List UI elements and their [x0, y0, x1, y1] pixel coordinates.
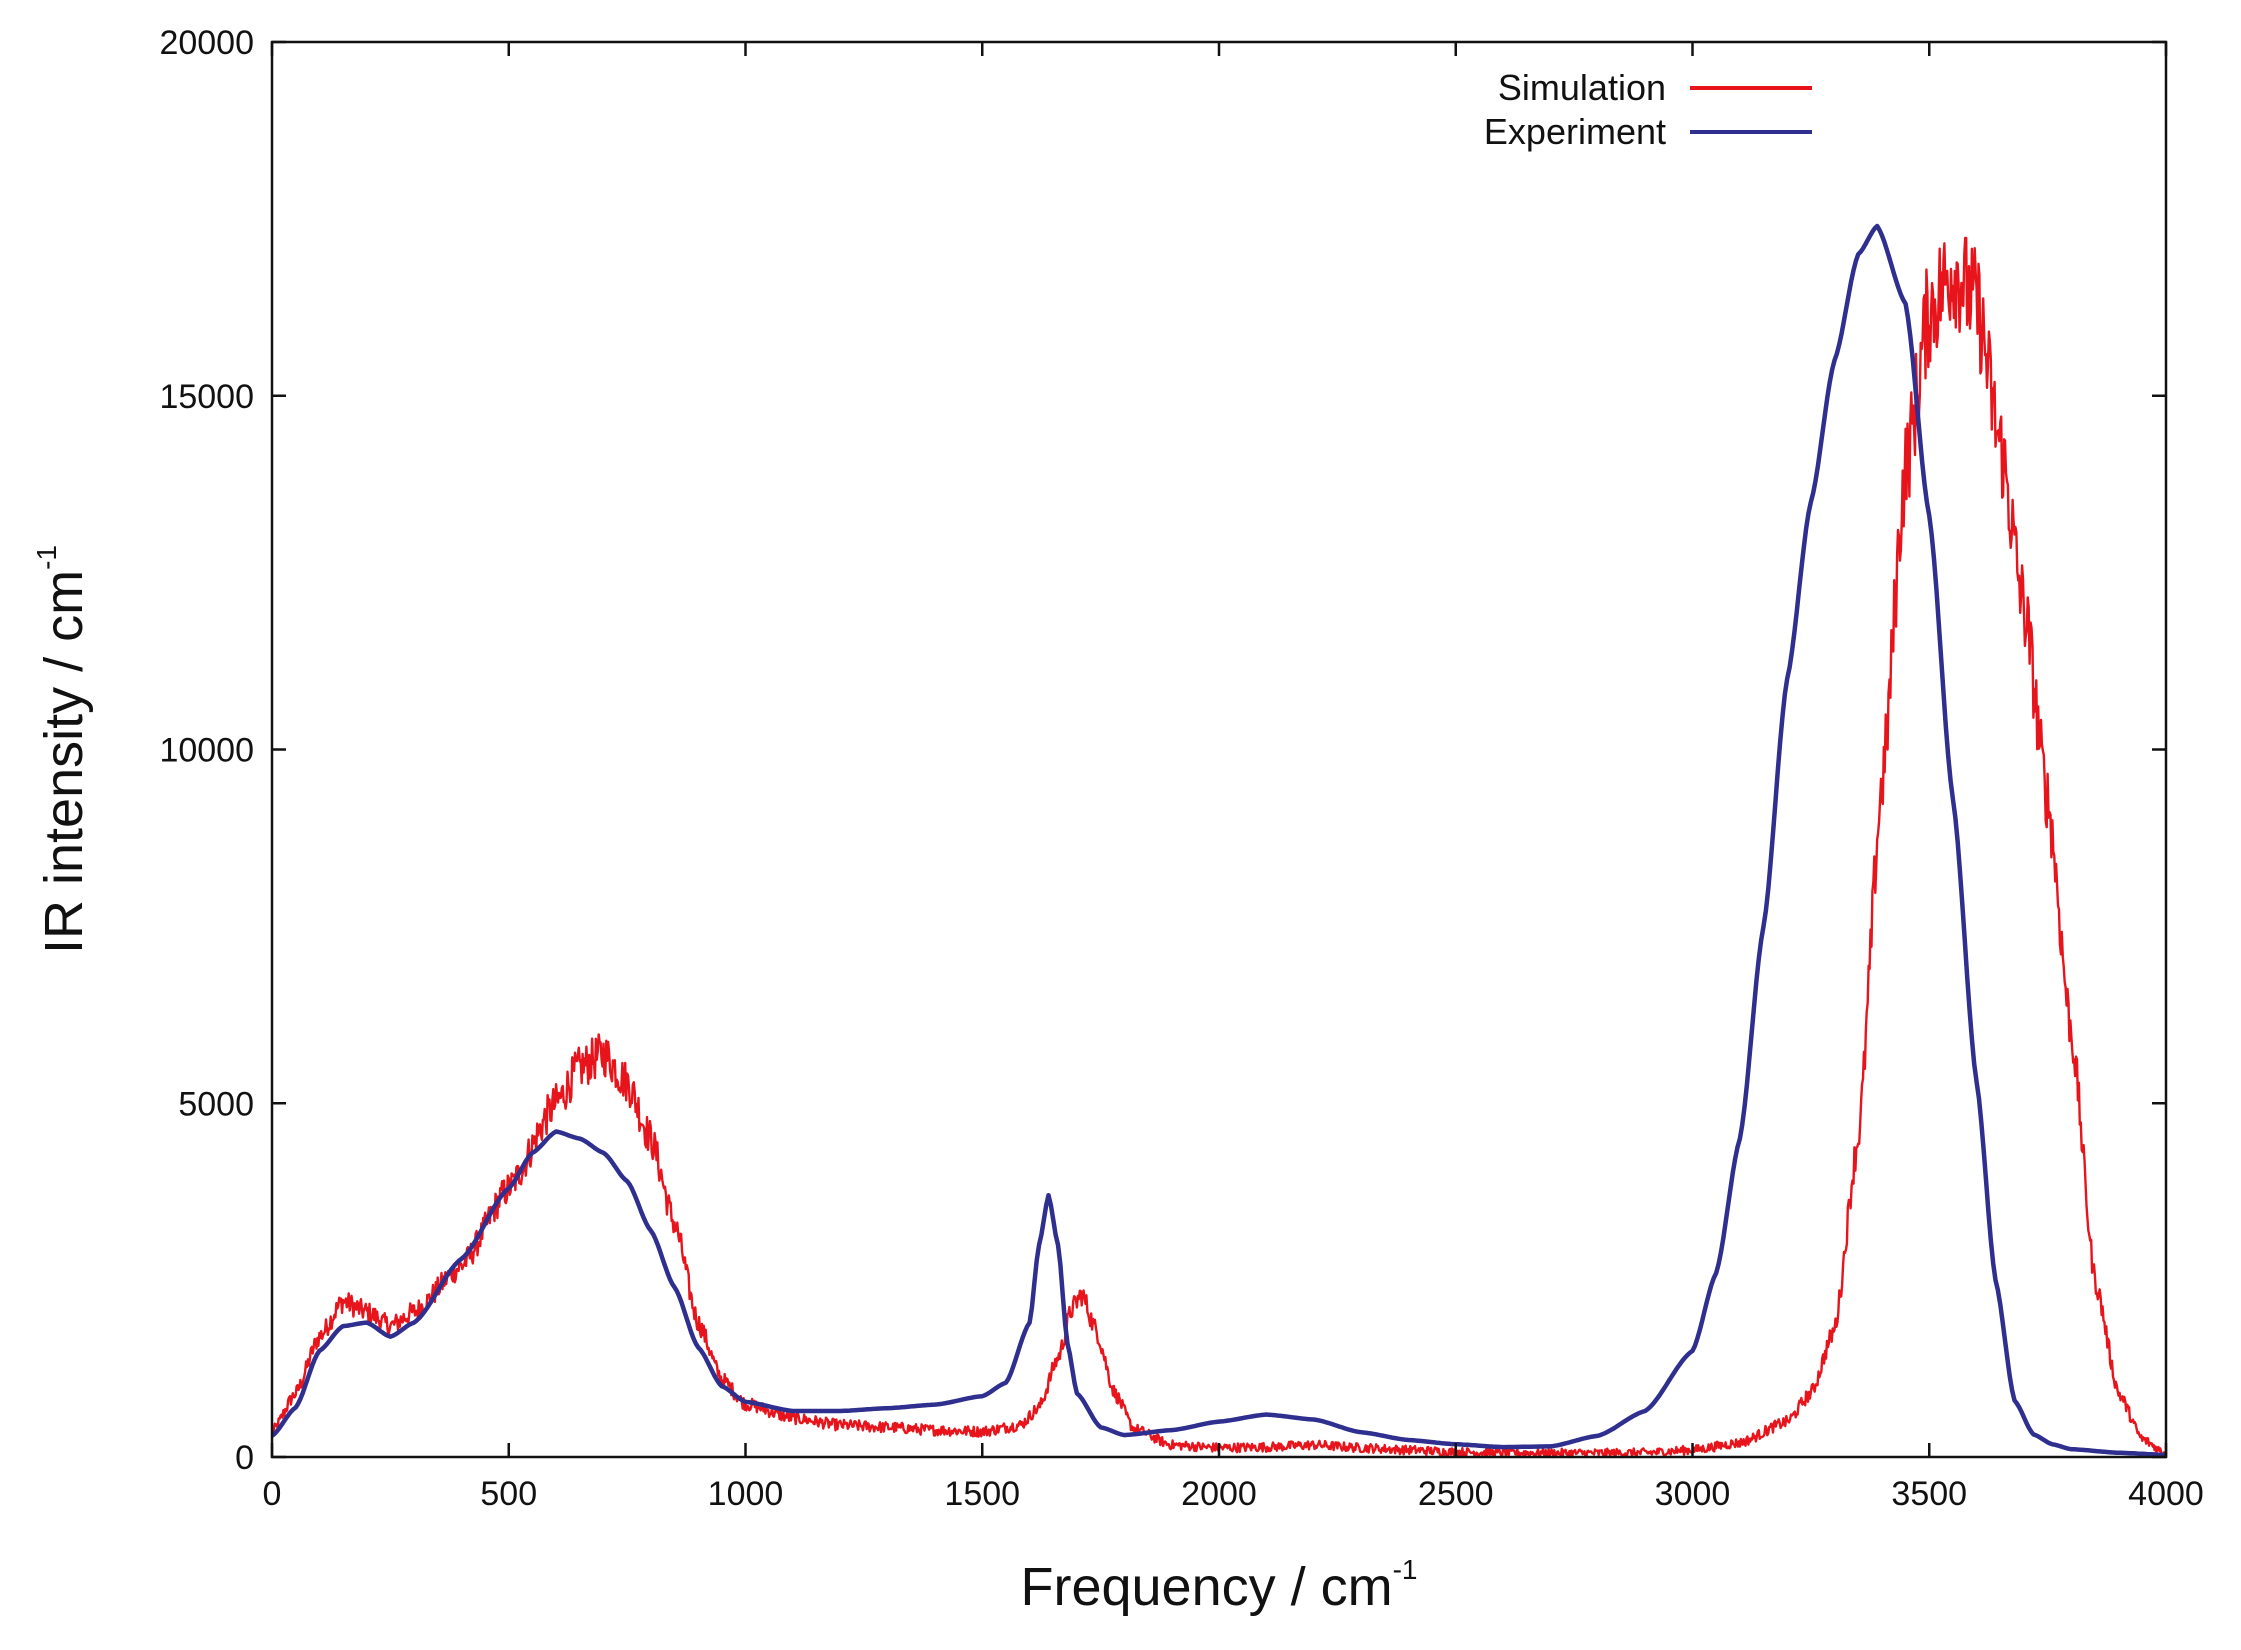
y-axis-label: IR intensity / cm-1 [31, 545, 94, 954]
x-tick-label: 3500 [1891, 1475, 1967, 1513]
x-tick-label: 500 [480, 1475, 537, 1513]
y-tick-label: 15000 [159, 378, 254, 416]
x-axis-label: Frequency / cm-1 [1020, 1554, 1417, 1617]
x-tick-label: 3000 [1655, 1475, 1731, 1513]
y-tick-label: 20000 [159, 24, 254, 62]
x-tick-label: 1500 [944, 1475, 1020, 1513]
x-tick-label: 2000 [1181, 1475, 1257, 1513]
ticks-layer [270, 40, 2168, 1459]
y-tick-label: 5000 [178, 1085, 254, 1123]
legend-label-experiment: Experiment [1484, 111, 1666, 152]
x-tick-label: 4000 [2128, 1475, 2204, 1513]
series-line-experiment [270, 223, 2167, 1458]
legend: Simulation Experiment [1484, 67, 1812, 152]
y-tick-label: 0 [235, 1439, 254, 1477]
y-axis-label-text: IR intensity / cm [34, 570, 94, 954]
x-tick-label: 0 [263, 1475, 282, 1513]
series-line-simulation [270, 236, 2168, 1459]
plot-frame [270, 40, 2168, 1459]
tick-labels-layer: 0 500 1000 1500 2000 2500 3000 3500 4000 0 5000 100… [159, 24, 2203, 1513]
y-tick-label: 10000 [159, 732, 254, 770]
x-tick-label: 1000 [708, 1475, 784, 1513]
x-axis-label-text: Frequency / cm [1020, 1557, 1392, 1617]
x-tick-label: 2500 [1418, 1475, 1494, 1513]
series-layer [270, 223, 2168, 1459]
legend-label-simulation: Simulation [1498, 67, 1666, 108]
x-axis-label-exponent: -1 [1393, 1554, 1418, 1585]
y-axis-label-exponent: -1 [31, 545, 62, 570]
